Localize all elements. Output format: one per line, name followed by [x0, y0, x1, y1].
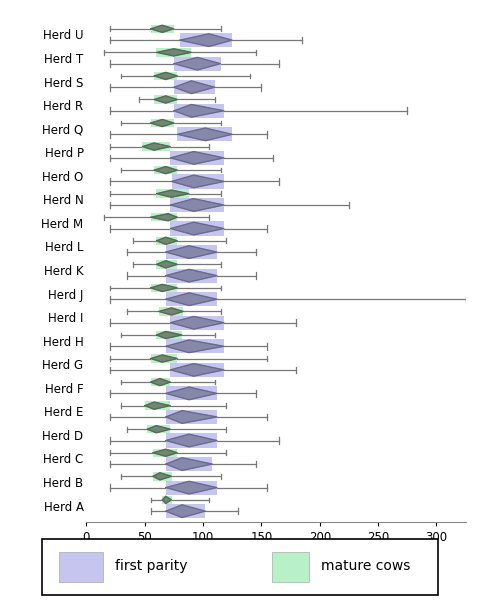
Polygon shape [166, 505, 205, 518]
Polygon shape [154, 96, 178, 103]
Bar [180, 33, 232, 47]
Bar [143, 142, 170, 151]
Polygon shape [180, 34, 232, 46]
Text: mature cows: mature cows [321, 559, 410, 573]
Polygon shape [174, 58, 221, 70]
Bar [166, 292, 217, 306]
Text: first parity: first parity [115, 559, 188, 573]
Polygon shape [166, 410, 217, 424]
Polygon shape [170, 316, 224, 329]
Polygon shape [170, 222, 224, 235]
Bar [178, 127, 232, 142]
Polygon shape [174, 104, 224, 117]
Polygon shape [166, 293, 217, 305]
Bar [174, 80, 215, 94]
Polygon shape [171, 175, 224, 188]
Bar [166, 339, 224, 353]
Bar [174, 56, 221, 71]
Bar [166, 433, 217, 448]
Polygon shape [166, 340, 224, 353]
Bar [151, 213, 178, 221]
Bar [159, 307, 183, 316]
Bar [151, 378, 170, 386]
Bar [151, 284, 178, 292]
Polygon shape [162, 496, 171, 503]
Polygon shape [156, 190, 189, 197]
Polygon shape [166, 246, 217, 259]
Polygon shape [166, 269, 217, 282]
Polygon shape [159, 308, 183, 315]
Polygon shape [151, 379, 170, 386]
Bar [272, 552, 309, 582]
Polygon shape [145, 402, 170, 409]
Polygon shape [166, 434, 217, 447]
Bar [170, 221, 224, 236]
Bar [154, 71, 178, 80]
Polygon shape [156, 237, 178, 244]
Bar [156, 48, 192, 56]
Bar [166, 269, 217, 283]
Bar [170, 363, 224, 377]
Polygon shape [153, 473, 171, 480]
Polygon shape [151, 25, 174, 32]
Bar [59, 552, 103, 582]
Bar [171, 175, 224, 188]
Bar [166, 386, 217, 400]
Bar [166, 457, 213, 471]
Bar [174, 104, 224, 118]
Bar [153, 472, 171, 481]
Polygon shape [156, 49, 192, 56]
Bar [154, 166, 178, 175]
Bar [145, 401, 170, 410]
Bar [166, 410, 217, 424]
Bar [153, 449, 178, 457]
Bar [170, 316, 224, 330]
Polygon shape [174, 81, 215, 94]
Polygon shape [154, 167, 178, 174]
Polygon shape [166, 387, 217, 400]
Polygon shape [147, 425, 170, 433]
X-axis label: Peak Day: Peak Day [243, 550, 309, 563]
Bar [170, 198, 224, 212]
Polygon shape [170, 199, 224, 211]
Polygon shape [151, 119, 174, 127]
Polygon shape [143, 143, 170, 150]
Polygon shape [166, 481, 217, 494]
Polygon shape [166, 458, 213, 470]
Polygon shape [156, 261, 178, 268]
Polygon shape [153, 449, 178, 457]
Polygon shape [170, 364, 224, 376]
Polygon shape [151, 284, 178, 292]
Bar [151, 119, 174, 127]
Bar [166, 245, 217, 259]
Polygon shape [170, 152, 224, 164]
Bar [147, 425, 170, 433]
Bar [156, 260, 178, 269]
Bar [170, 151, 224, 165]
Bar [151, 25, 174, 33]
Polygon shape [151, 214, 178, 221]
Bar [166, 481, 217, 494]
Bar [154, 95, 178, 104]
Bar [156, 190, 189, 198]
Bar [156, 331, 182, 339]
Polygon shape [151, 355, 178, 362]
Polygon shape [154, 73, 178, 80]
Polygon shape [156, 331, 182, 338]
Bar [166, 504, 205, 518]
Bar [156, 236, 178, 245]
Bar [162, 496, 171, 504]
Bar [151, 355, 178, 363]
Polygon shape [178, 128, 232, 141]
